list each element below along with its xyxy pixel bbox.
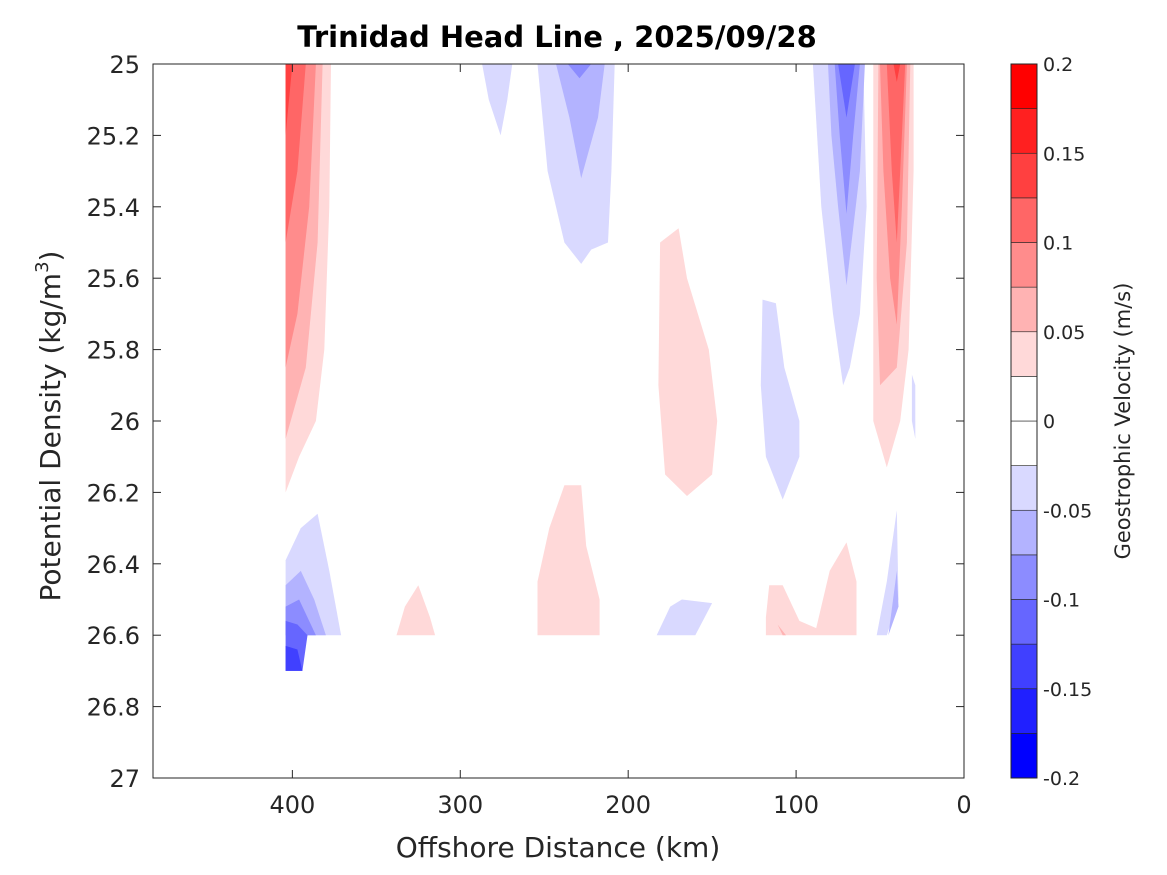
y-tick-label: 26.2	[87, 479, 140, 507]
colorbar-bin	[1010, 554, 1038, 600]
colorbar-bin	[1010, 733, 1038, 779]
colorbar-bin	[1010, 376, 1038, 422]
colorbar-bin	[1010, 599, 1038, 645]
y-tick-label: 26.8	[87, 694, 140, 722]
contour-region-29	[893, 64, 901, 82]
colorbar-tick-label: -0.2	[1043, 768, 1080, 790]
contour-region-32	[888, 570, 899, 636]
contour-region-19	[765, 542, 857, 636]
contour-region-15	[537, 485, 600, 636]
colorbar-bin	[1010, 197, 1038, 243]
y-axis: 25 25.2 25.4 25.6 25.8 26 26.2 26.4 26.6 26.8 27	[87, 51, 964, 793]
contour-region-10	[396, 585, 436, 636]
y-tick-label: 25.6	[87, 265, 140, 293]
colorbar-bin	[1010, 286, 1038, 333]
colorbar-label: Geostrophic Velocity (m/s)	[1111, 283, 1135, 560]
colorbar-tick-label: -0.15	[1043, 679, 1092, 701]
colorbar-bin	[1010, 643, 1038, 690]
colorbar-tick-label: 0.15	[1043, 143, 1085, 165]
contour-region-23	[834, 64, 860, 214]
colorbar-tick-label: 0.05	[1043, 322, 1085, 344]
y-tick-label: 25.4	[87, 194, 140, 222]
colorbar-bin	[1010, 152, 1038, 199]
x-tick-label: 100	[773, 791, 819, 819]
contour-region-17	[760, 299, 800, 500]
colorbar-tick-label: -0.05	[1043, 500, 1092, 522]
y-axis-label: Potential Density (kg/m3)	[32, 251, 67, 602]
colorbar-frame	[1010, 63, 1038, 779]
colorbar-tick-label: -0.1	[1043, 590, 1080, 612]
y-tick-label: 27	[109, 765, 140, 793]
contour-region-13	[556, 64, 605, 179]
colorbar-bin	[1010, 465, 1038, 511]
colorbar-bin	[1010, 242, 1038, 288]
contour-region-16	[658, 228, 718, 496]
colorbar-bin	[1010, 509, 1038, 556]
contour-region-30	[911, 374, 916, 439]
colorbar-bin	[1010, 63, 1038, 109]
y-tick-label: 26.4	[87, 551, 140, 579]
x-axis-label: Offshore Distance (km)	[396, 831, 721, 864]
y-tick-label: 26.6	[87, 622, 140, 650]
colorbar-bin	[1010, 688, 1038, 734]
contour-region-11	[482, 64, 513, 136]
x-tick-label: 200	[605, 791, 651, 819]
contour-region-18	[656, 599, 713, 636]
y-tick-label: 26	[109, 408, 140, 436]
contour-region-4	[285, 64, 293, 136]
colorbar: 0.2 0.15 0.1 0.05 0 -0.05 -0.1 -0.15 -0.2	[1010, 54, 1092, 790]
x-tick-label: 400	[269, 791, 315, 819]
contour-region-20	[777, 624, 786, 636]
x-axis: 400 300 200 100 0	[269, 64, 972, 819]
chart-title: Trinidad Head Line , 2025/09/28	[297, 20, 817, 54]
contour-region-24	[838, 64, 855, 118]
contour-region-3	[285, 64, 306, 243]
colorbar-tick-label: 0.1	[1043, 233, 1073, 255]
colorbar-tick-label: 0.2	[1043, 54, 1073, 76]
colorbar-bin	[1010, 331, 1038, 377]
y-tick-label: 25.8	[87, 337, 140, 365]
contour-regions	[285, 64, 916, 671]
contour-region-9	[285, 645, 303, 671]
y-tick-label: 25	[109, 51, 140, 79]
x-tick-label: 300	[437, 791, 483, 819]
colorbar-bin	[1010, 108, 1038, 154]
y-tick-label: 25.2	[87, 122, 140, 150]
colorbar-tick-label: 0	[1043, 411, 1055, 433]
contour-region-14	[567, 64, 592, 79]
contour-region-28	[886, 64, 906, 243]
x-tick-label: 0	[956, 791, 971, 819]
colorbar-bin	[1010, 420, 1038, 466]
